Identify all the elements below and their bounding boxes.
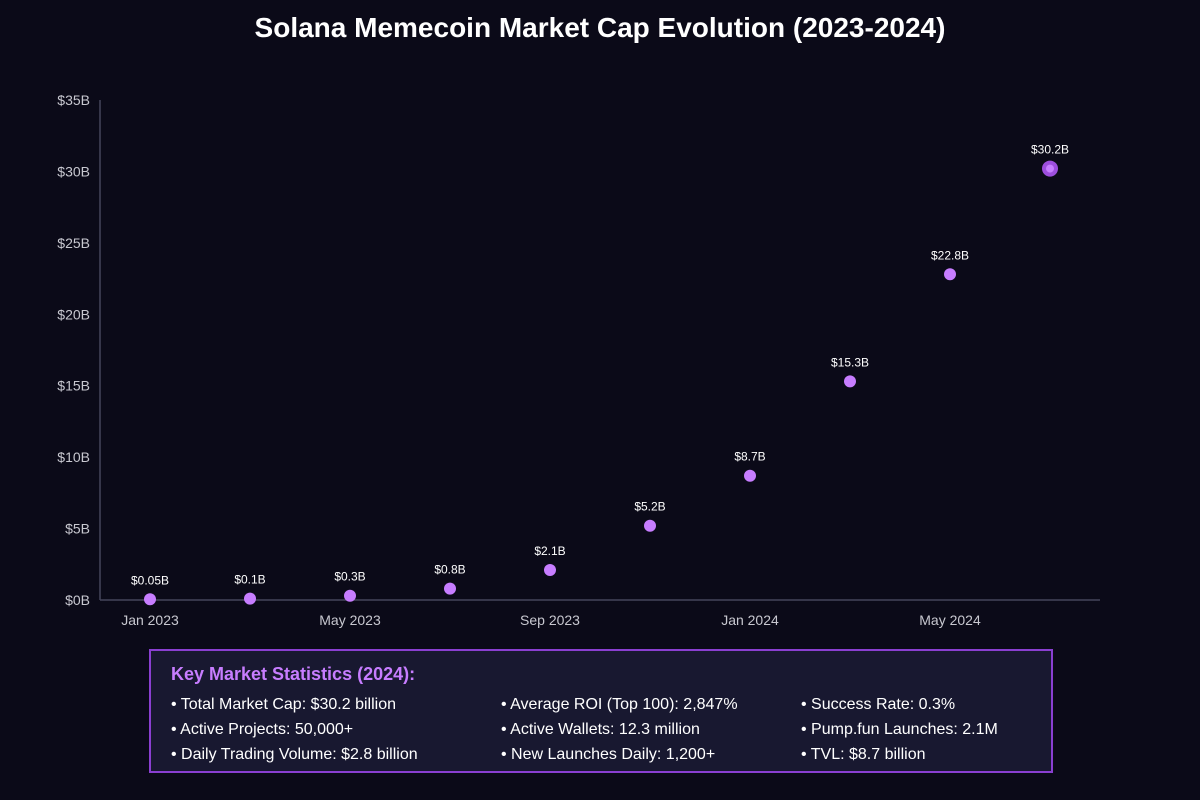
- stat-daily-trading-volume: • Daily Trading Volume: $2.8 billion: [171, 746, 418, 763]
- x-tick-label: Jan 2023: [121, 612, 179, 628]
- stat-pumpfun-launches: • Pump.fun Launches: 2.1M: [801, 721, 998, 738]
- statistics-title: Key Market Statistics (2024):: [171, 664, 416, 684]
- stat-total-market-cap: • Total Market Cap: $30.2 billion: [171, 696, 396, 713]
- data-label: $15.3B: [831, 355, 869, 369]
- data-point: [144, 593, 156, 606]
- data-label: $8.7B: [734, 450, 765, 464]
- data-point: [744, 469, 756, 482]
- data-label: $0.3B: [334, 570, 365, 584]
- data-point: [244, 592, 256, 605]
- stat-success-rate: • Success Rate: 0.3%: [801, 696, 956, 713]
- key-statistics-panel: Key Market Statistics (2024): • Total Ma…: [149, 649, 1053, 773]
- data-points: [144, 160, 1058, 606]
- data-label: $5.2B: [634, 500, 665, 514]
- data-labels: $0.05B $0.1B $0.3B $0.8B $2.1B $5.2B $8.7B $15.…: [131, 143, 1069, 588]
- y-tick-label: $20B: [57, 306, 90, 322]
- data-label: $0.05B: [131, 573, 169, 587]
- y-tick-label: $5B: [65, 521, 90, 537]
- y-tick-label: $0B: [65, 592, 90, 608]
- data-point: [544, 564, 556, 576]
- stat-tvl: • TVL: $8.7 billion: [801, 746, 926, 763]
- data-label: $0.8B: [434, 563, 465, 577]
- stat-active-wallets: • Active Wallets: 12.3 million: [501, 721, 700, 738]
- y-tick-label: $10B: [57, 449, 90, 465]
- x-tick-label: May 2023: [319, 612, 381, 628]
- data-point: [644, 519, 656, 532]
- stat-average-roi: • Average ROI (Top 100): 2,847%: [501, 696, 738, 713]
- data-label: $2.1B: [534, 544, 565, 558]
- data-point: [944, 268, 956, 281]
- stat-new-launches-daily: • New Launches Daily: 1,200+: [501, 746, 716, 763]
- data-point: [844, 375, 856, 388]
- chart-title: Solana Memecoin Market Cap Evolution (20…: [254, 12, 946, 43]
- data-point: [444, 582, 456, 595]
- y-tick-label: $25B: [57, 235, 90, 251]
- stat-active-projects: • Active Projects: 50,000+: [171, 721, 354, 738]
- y-tick-label: $30B: [57, 163, 90, 179]
- y-tick-label: $35B: [57, 92, 90, 108]
- market-cap-chart: $0B $5B $10B $15B $20B $25B $30B $35B Jan 2023 M…: [57, 92, 1100, 628]
- data-point: [1046, 164, 1054, 173]
- y-axis-ticks: $0B $5B $10B $15B $20B $25B $30B $35B: [57, 92, 90, 608]
- data-label: $0.1B: [234, 573, 265, 587]
- x-tick-label: Sep 2023: [520, 612, 580, 628]
- data-label: $22.8B: [931, 248, 969, 262]
- data-label: $30.2B: [1031, 143, 1069, 157]
- x-tick-label: May 2024: [919, 612, 981, 628]
- x-tick-label: Jan 2024: [721, 612, 779, 628]
- y-tick-label: $15B: [57, 378, 90, 394]
- axes-layer: [99, 100, 1100, 601]
- data-point: [344, 589, 356, 602]
- x-axis-ticks: Jan 2023 May 2023 Sep 2023 Jan 2024 May 2024: [121, 612, 981, 628]
